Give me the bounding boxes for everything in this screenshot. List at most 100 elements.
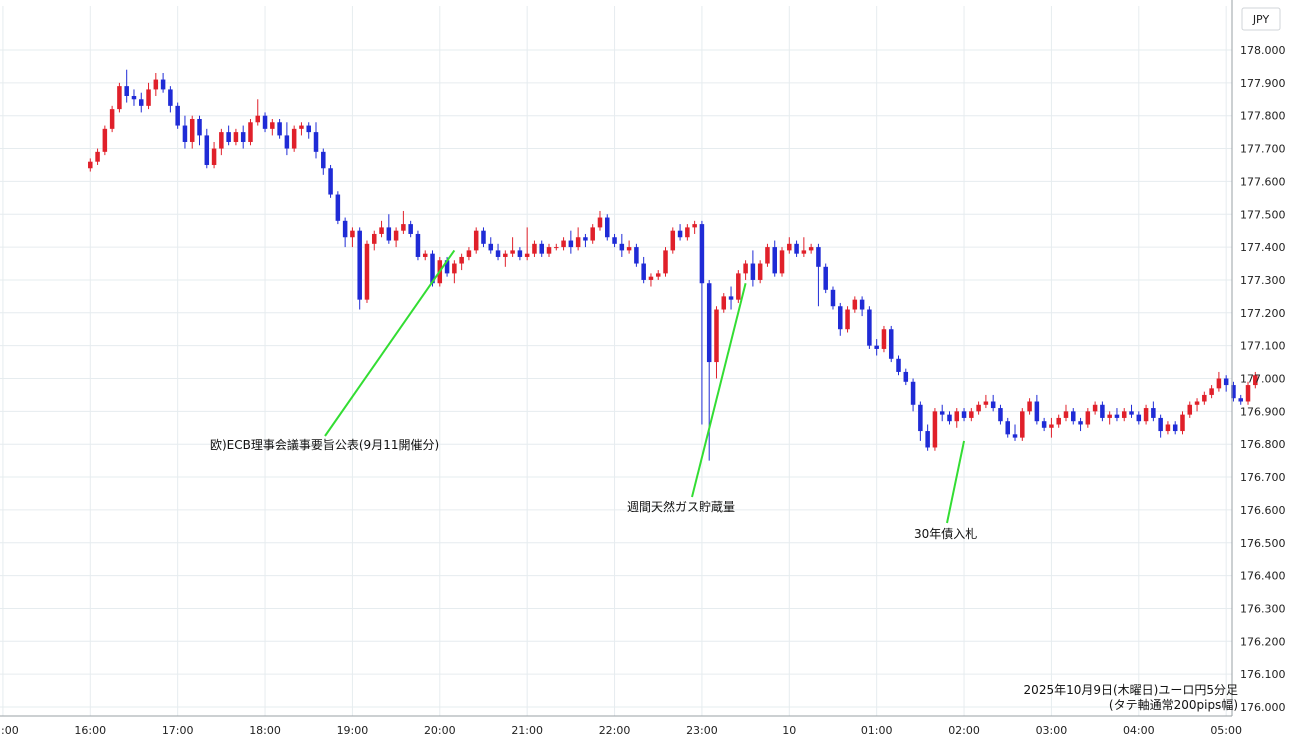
candle-body — [801, 250, 807, 254]
chart-caption-line2: (タテ軸通常200pips幅) — [1109, 697, 1238, 712]
candle-body — [626, 247, 632, 251]
candle-body — [219, 132, 224, 149]
candle-body — [641, 263, 646, 280]
candle-body — [1209, 388, 1214, 395]
candle-body — [852, 299, 858, 310]
candle-body — [1063, 411, 1069, 418]
candle-body — [706, 283, 712, 363]
x-tick-label: 15:00 — [0, 724, 19, 737]
candle-body — [284, 135, 290, 149]
candle-body — [816, 247, 821, 267]
y-tick-label: 176.100 — [1240, 668, 1286, 681]
candle-body — [189, 118, 195, 142]
candles — [88, 69, 1258, 461]
candle-body — [1012, 434, 1018, 438]
candle-body — [772, 247, 777, 274]
y-tick-label: 176.300 — [1240, 602, 1286, 615]
candle-body — [1041, 421, 1047, 428]
candle-body — [342, 220, 348, 238]
candle-body — [976, 404, 981, 412]
candle-body — [903, 371, 909, 382]
axes: 178.000 177.900 177.800 177.700 177.600 177.5… — [0, 0, 1286, 737]
candle-body — [918, 404, 923, 432]
candle-body — [1194, 401, 1200, 405]
candle-body — [583, 237, 588, 241]
candle-body — [175, 105, 180, 126]
candle-body — [1238, 398, 1243, 402]
candle-body — [546, 247, 552, 254]
x-tick-label: 05:00 — [1210, 724, 1242, 737]
candle-body — [1245, 385, 1251, 402]
candle-body — [765, 247, 770, 264]
candle-body — [736, 273, 741, 300]
candle-body — [1100, 404, 1105, 418]
y-tick-label: 177.900 — [1240, 77, 1286, 90]
candle-body — [677, 230, 683, 238]
candle-body — [1136, 414, 1142, 422]
candle-body — [648, 276, 654, 280]
annotation-label: 30年債入札 — [914, 526, 977, 541]
candle-body — [619, 243, 625, 251]
y-tick-label: 177.000 — [1240, 373, 1286, 386]
candle-body — [554, 247, 559, 249]
candle-body — [1158, 417, 1163, 432]
candle-body — [1078, 421, 1083, 425]
candle-body — [524, 253, 530, 257]
currency-box — [1241, 7, 1281, 31]
candle-body — [575, 237, 581, 248]
candle-body — [452, 263, 457, 274]
candle-body — [808, 247, 814, 251]
candle-body — [430, 253, 435, 284]
chart-labels: 2025年10月9日(木曜日)ユーロ円5分足(タテ軸通常200pips幅) — [1024, 683, 1238, 712]
candle-body — [590, 227, 595, 241]
candle-body — [787, 243, 792, 251]
y-tick-label: 177.600 — [1240, 175, 1286, 188]
y-tick-label: 178.000 — [1240, 44, 1286, 57]
x-tick-label: 02:00 — [948, 724, 980, 737]
candle-body — [838, 306, 843, 330]
candle-body — [867, 309, 872, 346]
candle-body — [350, 230, 355, 238]
y-tick-label: 177.300 — [1240, 274, 1286, 287]
annotation-leader-line — [946, 440, 966, 524]
y-tick-label: 176.700 — [1240, 471, 1286, 484]
candle-body — [568, 240, 574, 248]
x-tick-label: 18:00 — [249, 724, 281, 737]
candle-body — [634, 247, 639, 264]
candle-body — [757, 263, 763, 280]
candle-body — [379, 227, 384, 234]
candle-body — [277, 122, 282, 136]
candle-body — [1092, 404, 1098, 412]
x-tick-label: 16:00 — [74, 724, 106, 737]
candle-body — [510, 250, 515, 254]
candle-body — [1085, 411, 1091, 425]
x-tick-label: 01:00 — [861, 724, 893, 737]
candle-body — [408, 224, 413, 234]
candle-body — [328, 168, 333, 195]
annotation-label: 週間天然ガス貯蔵量 — [627, 499, 735, 514]
candle-body — [364, 243, 370, 300]
candle-body — [321, 151, 326, 169]
candle-body — [561, 240, 566, 248]
candle-body — [473, 230, 479, 251]
candle-body — [481, 230, 486, 244]
candle-body — [896, 358, 901, 372]
candle-body — [925, 431, 930, 448]
candle-body — [255, 115, 261, 123]
candle-body — [874, 345, 879, 349]
candle-body — [146, 89, 151, 106]
candle-body — [990, 401, 996, 409]
candle-body — [357, 230, 362, 300]
candle-body — [714, 309, 719, 363]
candle-body — [612, 237, 617, 244]
candle-body — [1223, 378, 1229, 386]
y-tick-label: 176.400 — [1240, 570, 1286, 583]
candle-body — [823, 266, 828, 290]
x-tick-label: 10 — [782, 724, 796, 737]
candle-body — [422, 253, 428, 257]
candle-body — [1020, 411, 1025, 438]
candle-body — [1172, 424, 1178, 432]
candle-body — [969, 411, 974, 418]
x-tick-label: 17:00 — [162, 724, 194, 737]
